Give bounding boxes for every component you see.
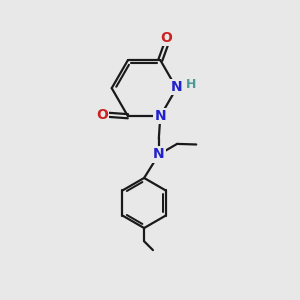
Text: O: O [160,31,172,45]
Text: N: N [171,80,182,94]
Text: O: O [96,108,108,122]
Text: N: N [153,148,165,161]
Text: H: H [185,78,196,91]
Text: N: N [154,109,166,123]
